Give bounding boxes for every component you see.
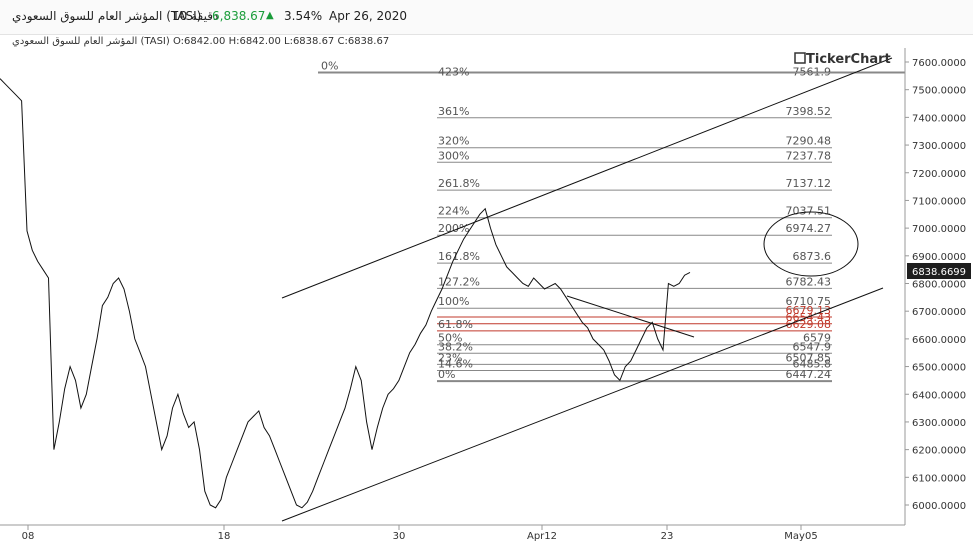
ohlc-readout: المؤشر العام للسوق السعودي (TASI) O:6842… [12, 36, 389, 47]
ohlc-instrument: المؤشر العام للسوق السعودي (TASI) [12, 36, 170, 47]
fib-level-label: 127.2% [438, 275, 480, 288]
upper-channel-line[interactable] [281, 57, 893, 299]
last-price: 6,838.67 [212, 9, 266, 23]
price-tag: 6838.6699 [907, 263, 971, 279]
y-tick-label: 7600.0000 [912, 58, 966, 69]
ohlc-high: H:6842.00 [228, 36, 281, 47]
fib-level-value: 7398.52 [786, 105, 832, 118]
fib-level-value: 7237.78 [786, 149, 832, 162]
trend-lines[interactable] [281, 57, 893, 522]
descending-trend-line[interactable] [566, 295, 695, 338]
x-tick-label: May05 [784, 531, 817, 542]
y-tick-label: 6100.0000 [912, 473, 966, 484]
y-tick-label: 6800.0000 [912, 280, 966, 291]
y-tick-label: 6500.0000 [912, 363, 966, 374]
ohlc-close: C:6838.67 [337, 36, 390, 47]
tickerchart-logo: TickerChart [794, 52, 891, 67]
fib-level-label: 261.8% [438, 177, 480, 190]
y-tick-label: 6700.0000 [912, 307, 966, 318]
fib-level-label: 14.6% [438, 357, 473, 370]
fib-level-label: 361% [438, 105, 469, 118]
fib-level-value: 6782.43 [786, 275, 832, 288]
interval-label[interactable]: 10 دقيقة [172, 9, 219, 23]
fib-level-label: 0% [438, 368, 455, 381]
y-tick-label: 7000.0000 [912, 224, 966, 235]
fib-level-label: 200% [438, 222, 469, 235]
change-percent: 3.54% [284, 9, 323, 23]
fib-level-label: 100% [438, 295, 469, 308]
y-tick-label: 7500.0000 [912, 86, 966, 97]
fib-level-value: 6629.08 [786, 318, 832, 331]
tickerchart-logo-icon [794, 52, 806, 64]
fib-level-label: 224% [438, 205, 469, 218]
x-tick-label: 08 [22, 531, 35, 542]
fib-level-value: 7037.51 [786, 205, 832, 218]
y-tick-label: 6600.0000 [912, 335, 966, 346]
y-tick-label: 6000.0000 [912, 501, 966, 512]
y-tick-label: 7400.0000 [912, 113, 966, 124]
highlight-ellipse[interactable] [763, 211, 859, 277]
fib-level-label: 61.8% [438, 318, 473, 331]
fib-level-label: 38.2% [438, 340, 473, 353]
fib-level-value: 6485.8 [793, 357, 832, 370]
x-tick-label: 23 [661, 531, 674, 542]
fib-level-label: 0% [321, 60, 338, 73]
lower-channel-line[interactable] [281, 287, 884, 522]
price-line [0, 78, 691, 509]
fib-level-value: 6873.6 [793, 250, 832, 263]
y-tick-label: 6300.0000 [912, 418, 966, 429]
up-arrow-icon: ▲ [266, 10, 274, 21]
x-tick-label: Apr12 [527, 531, 557, 542]
fib-level-value: 6679.13 [786, 304, 832, 317]
y-tick-label: 7200.0000 [912, 169, 966, 180]
date-label: Apr 26, 2020 [329, 9, 408, 23]
fib-level-value: 7137.12 [786, 177, 832, 190]
y-axis[interactable]: 6000.0000 6100.0000 6200.0000 6300.0000 6400… [904, 48, 966, 525]
chart-header: المؤشر العام للسوق السعودي (TASI) 10 دقي… [0, 0, 973, 35]
ohlc-open: O:6842.00 [172, 36, 226, 47]
ohlc-low: L:6838.67 [284, 36, 335, 47]
y-tick-label: 6900.0000 [912, 252, 966, 263]
fib-level-value: 6579 [803, 332, 831, 345]
instrument-name: المؤشر العام للسوق السعودي (TASI) [12, 9, 202, 23]
fib-level-value: 6710.75 [786, 295, 832, 308]
fib-level-value: 6447.24 [786, 368, 832, 381]
fib-level-label: 23% [438, 351, 462, 364]
price-tag-text: 6838.6699 [912, 267, 966, 278]
fib-level-label: 50% [438, 332, 462, 345]
tickerchart-logo-text: TickerChart [806, 52, 891, 67]
fib-level-value: 6547.9 [793, 340, 832, 353]
x-tick-label: 18 [218, 531, 231, 542]
y-tick-label: 7300.0000 [912, 141, 966, 152]
y-tick-label: 6400.0000 [912, 390, 966, 401]
fib-level-label: 161.8% [438, 250, 480, 263]
x-axis[interactable]: 08 18 30 Apr12 23 May05 [0, 524, 905, 542]
fib-level-label: 300% [438, 149, 469, 162]
fib-level-label: 423% [438, 66, 469, 79]
fib-level-label: 320% [438, 135, 469, 148]
fib-level-value: 6974.27 [786, 222, 832, 235]
fib-level-value: 6507.85 [786, 351, 832, 364]
y-tick-label: 7100.0000 [912, 196, 966, 207]
price-series [0, 78, 691, 509]
y-tick-label: 6200.0000 [912, 446, 966, 457]
x-tick-label: 30 [393, 531, 406, 542]
price-tag-box [907, 263, 971, 279]
fib-level-value: 7290.48 [786, 135, 832, 148]
